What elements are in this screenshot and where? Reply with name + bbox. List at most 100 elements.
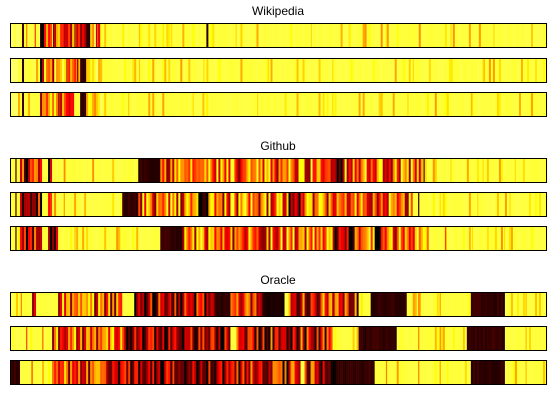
heatmap-cell: [126, 360, 129, 385]
heatmap-cell: [230, 158, 233, 183]
heatmap-cell: [498, 292, 502, 317]
heatmap-cell: [150, 192, 153, 217]
heatmap-cell: [304, 23, 307, 48]
heatmap-cell: [330, 326, 333, 351]
heatmap-line: [128, 92, 130, 117]
heatmap-cell: [276, 360, 279, 385]
heatmap-cell: [408, 326, 412, 351]
heatmap-cell: [498, 58, 502, 83]
heatmap-cell: [68, 360, 71, 385]
heatmap-cell: [502, 158, 506, 183]
heatmap-cell: [58, 292, 61, 317]
heatmap-cell: [260, 158, 263, 183]
heatmap-cell: [66, 226, 69, 251]
heatmap-cell: [398, 92, 402, 117]
heatmap-cell: [140, 326, 143, 351]
heatmap-cell: [180, 226, 183, 251]
heatmap-cell: [300, 192, 303, 217]
heatmap-cell: [512, 292, 516, 317]
heatmap-cell: [82, 360, 85, 385]
heatmap-cell: [110, 326, 113, 351]
heatmap-cell: [138, 92, 141, 117]
heatmap-cell: [212, 326, 215, 351]
heatmap-cell: [452, 92, 456, 117]
heatmap-cell: [400, 360, 404, 385]
strip-frame: [10, 58, 547, 83]
heatmap-cell: [288, 23, 291, 48]
heatmap-cell: [246, 158, 249, 183]
heatmap-cell: [400, 58, 404, 83]
heatmap-cell: [62, 326, 65, 351]
heatmap-cell: [498, 226, 502, 251]
heatmap-cell: [86, 226, 89, 251]
heatmap-cell: [510, 226, 514, 251]
heatmap-cell: [320, 192, 323, 217]
heatmap-cell: [318, 226, 321, 251]
heatmap-cell: [32, 360, 35, 385]
heatmap-cell: [396, 58, 400, 83]
heatmap-cell: [460, 226, 464, 251]
heatmap-cell: [150, 23, 153, 48]
heatmap-cell: [374, 292, 377, 317]
heatmap-cell: [358, 192, 361, 217]
heatmap-cell: [114, 226, 117, 251]
heatmap-cell: [436, 92, 440, 117]
heatmap-cell: [102, 360, 105, 385]
heatmap-cell: [454, 158, 458, 183]
heatmap-cell: [480, 92, 484, 117]
heatmap-cell: [22, 360, 25, 385]
heatmap-cell: [48, 326, 51, 351]
heatmap-cell: [382, 326, 385, 351]
heatmap-cell: [252, 158, 255, 183]
heatmap-cell: [528, 92, 532, 117]
heatmap-cell: [238, 360, 241, 385]
heatmap-cell: [434, 58, 438, 83]
heatmap-cell: [168, 23, 171, 48]
heatmap-cell: [212, 92, 215, 117]
heatmap-cell: [460, 158, 464, 183]
heatmap-cell: [306, 158, 309, 183]
heatmap-cell: [542, 23, 546, 48]
heatmap-cell: [488, 360, 492, 385]
heatmap-cell: [182, 58, 185, 83]
heatmap-cell: [112, 58, 115, 83]
heatmap-cell: [364, 158, 367, 183]
heatmap-cell: [58, 58, 61, 83]
heatmap-cell: [450, 192, 454, 217]
heatmap-cell: [40, 326, 43, 351]
heatmap-cell: [76, 23, 79, 48]
heatmap-cell: [182, 92, 185, 117]
heatmap-cell: [28, 292, 31, 317]
heatmap-cell: [268, 226, 271, 251]
heatmap-cell: [536, 360, 540, 385]
heatmap-cell: [76, 292, 79, 317]
heatmap-cell: [184, 360, 187, 385]
heatmap-cell: [232, 292, 235, 317]
heatmap-cell: [136, 23, 139, 48]
heatmap-cell: [90, 326, 93, 351]
strip-frame: [10, 292, 547, 317]
heatmap-cell: [52, 326, 55, 351]
heatmap-cell: [86, 23, 89, 48]
heatmap-cell: [488, 326, 492, 351]
heatmap-cell: [56, 192, 59, 217]
heatmap-cell: [196, 23, 199, 48]
heatmap-cell: [94, 226, 97, 251]
heatmap-cell: [88, 23, 91, 48]
heatmap-cell: [468, 192, 472, 217]
heatmap-cell: [388, 192, 392, 217]
heatmap-cell: [152, 158, 155, 183]
heatmap-cell: [440, 226, 444, 251]
heatmap-cell: [384, 360, 387, 385]
heatmap-cell: [164, 192, 167, 217]
heatmap-cell: [420, 58, 424, 83]
heatmap-cell: [192, 23, 195, 48]
heatmap-cell: [54, 360, 57, 385]
heatmap-cell: [392, 292, 396, 317]
heatmap-cell: [234, 92, 237, 117]
heatmap-cell: [442, 226, 446, 251]
heatmap-cell: [434, 192, 438, 217]
heatmap-cell: [326, 92, 329, 117]
heatmap-cell: [176, 360, 179, 385]
heatmap-cell: [262, 58, 265, 83]
